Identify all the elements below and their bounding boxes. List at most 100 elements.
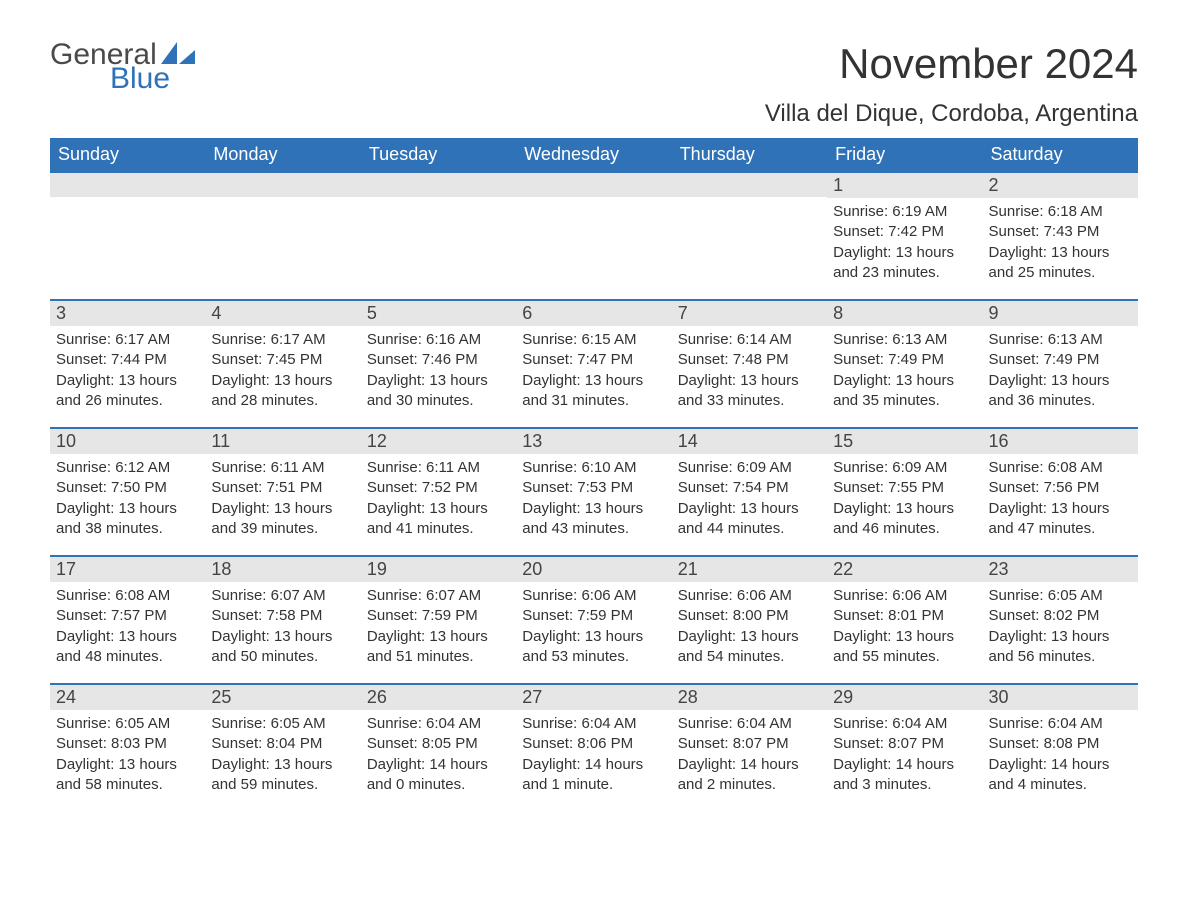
sunrise-text: Sunrise: 6:07 AM: [211, 586, 354, 606]
calendar-day: 21Sunrise: 6:06 AMSunset: 8:00 PMDayligh…: [672, 556, 827, 684]
calendar-day: 24Sunrise: 6:05 AMSunset: 8:03 PMDayligh…: [50, 684, 205, 812]
sunset-text: Sunset: 8:07 PM: [833, 734, 976, 754]
daylight-text: Daylight: 13 hours and 51 minutes.: [367, 627, 510, 668]
day-details: Sunrise: 6:04 AMSunset: 8:07 PMDaylight:…: [827, 710, 982, 803]
daylight-text: Daylight: 13 hours and 47 minutes.: [989, 499, 1132, 540]
daylight-text: Daylight: 13 hours and 59 minutes.: [211, 755, 354, 796]
daylight-text: Daylight: 14 hours and 1 minute.: [522, 755, 665, 796]
sunset-text: Sunset: 7:55 PM: [833, 478, 976, 498]
sunrise-text: Sunrise: 6:06 AM: [678, 586, 821, 606]
day-number: 9: [983, 301, 1138, 326]
daylight-text: Daylight: 13 hours and 23 minutes.: [833, 243, 976, 284]
location-subtitle: Villa del Dique, Cordoba, Argentina: [50, 100, 1138, 128]
day-number: 5: [361, 301, 516, 326]
calendar-header-row: Sunday Monday Tuesday Wednesday Thursday…: [50, 138, 1138, 172]
sunrise-text: Sunrise: 6:16 AM: [367, 330, 510, 350]
daylight-text: Daylight: 13 hours and 50 minutes.: [211, 627, 354, 668]
day-number: 29: [827, 685, 982, 710]
sunset-text: Sunset: 7:48 PM: [678, 350, 821, 370]
day-details: Sunrise: 6:16 AMSunset: 7:46 PMDaylight:…: [361, 326, 516, 419]
empty-day-bar: [205, 173, 360, 197]
daylight-text: Daylight: 13 hours and 31 minutes.: [522, 371, 665, 412]
day-number: 22: [827, 557, 982, 582]
sunset-text: Sunset: 8:01 PM: [833, 606, 976, 626]
day-details: Sunrise: 6:05 AMSunset: 8:02 PMDaylight:…: [983, 582, 1138, 675]
dayheader-tuesday: Tuesday: [361, 138, 516, 172]
sunrise-text: Sunrise: 6:13 AM: [989, 330, 1132, 350]
sunrise-text: Sunrise: 6:04 AM: [367, 714, 510, 734]
dayheader-thursday: Thursday: [672, 138, 827, 172]
calendar-day: 25Sunrise: 6:05 AMSunset: 8:04 PMDayligh…: [205, 684, 360, 812]
dayheader-saturday: Saturday: [983, 138, 1138, 172]
sunrise-text: Sunrise: 6:18 AM: [989, 202, 1132, 222]
dayheader-sunday: Sunday: [50, 138, 205, 172]
sunset-text: Sunset: 7:45 PM: [211, 350, 354, 370]
day-number: 20: [516, 557, 671, 582]
sunset-text: Sunset: 8:07 PM: [678, 734, 821, 754]
empty-day-bar: [672, 173, 827, 197]
calendar-day: 17Sunrise: 6:08 AMSunset: 7:57 PMDayligh…: [50, 556, 205, 684]
day-number: 10: [50, 429, 205, 454]
day-number: 27: [516, 685, 671, 710]
day-details: Sunrise: 6:18 AMSunset: 7:43 PMDaylight:…: [983, 198, 1138, 291]
calendar-day: 1Sunrise: 6:19 AMSunset: 7:42 PMDaylight…: [827, 172, 982, 300]
sunrise-text: Sunrise: 6:05 AM: [211, 714, 354, 734]
calendar-day: 9 Sunrise: 6:13 AMSunset: 7:49 PMDaylight…: [983, 300, 1138, 428]
sunset-text: Sunset: 7:49 PM: [989, 350, 1132, 370]
day-details: Sunrise: 6:05 AMSunset: 8:04 PMDaylight:…: [205, 710, 360, 803]
day-details: Sunrise: 6:10 AMSunset: 7:53 PMDaylight:…: [516, 454, 671, 547]
calendar-day: 23Sunrise: 6:05 AMSunset: 8:02 PMDayligh…: [983, 556, 1138, 684]
day-details: Sunrise: 6:07 AMSunset: 7:58 PMDaylight:…: [205, 582, 360, 675]
sunset-text: Sunset: 8:06 PM: [522, 734, 665, 754]
calendar-day: 22Sunrise: 6:06 AMSunset: 8:01 PMDayligh…: [827, 556, 982, 684]
sunrise-text: Sunrise: 6:04 AM: [678, 714, 821, 734]
day-number: 6: [516, 301, 671, 326]
calendar-day: 15Sunrise: 6:09 AMSunset: 7:55 PMDayligh…: [827, 428, 982, 556]
day-number: 21: [672, 557, 827, 582]
daylight-text: Daylight: 14 hours and 4 minutes.: [989, 755, 1132, 796]
calendar-day: 29Sunrise: 6:04 AMSunset: 8:07 PMDayligh…: [827, 684, 982, 812]
sunrise-text: Sunrise: 6:07 AM: [367, 586, 510, 606]
daylight-text: Daylight: 14 hours and 2 minutes.: [678, 755, 821, 796]
sunrise-text: Sunrise: 6:09 AM: [833, 458, 976, 478]
logo-word-blue: Blue: [110, 64, 195, 94]
day-number: 26: [361, 685, 516, 710]
sunrise-text: Sunrise: 6:17 AM: [211, 330, 354, 350]
sunrise-text: Sunrise: 6:06 AM: [833, 586, 976, 606]
day-details: Sunrise: 6:09 AMSunset: 7:55 PMDaylight:…: [827, 454, 982, 547]
day-number: 30: [983, 685, 1138, 710]
day-details: Sunrise: 6:17 AMSunset: 7:45 PMDaylight:…: [205, 326, 360, 419]
calendar-day: 13Sunrise: 6:10 AMSunset: 7:53 PMDayligh…: [516, 428, 671, 556]
daylight-text: Daylight: 13 hours and 41 minutes.: [367, 499, 510, 540]
day-number: 24: [50, 685, 205, 710]
day-number: 16: [983, 429, 1138, 454]
sunrise-text: Sunrise: 6:14 AM: [678, 330, 821, 350]
day-number: 23: [983, 557, 1138, 582]
day-number: 14: [672, 429, 827, 454]
sunset-text: Sunset: 7:43 PM: [989, 222, 1132, 242]
sunset-text: Sunset: 8:02 PM: [989, 606, 1132, 626]
daylight-text: Daylight: 13 hours and 26 minutes.: [56, 371, 199, 412]
day-number: 17: [50, 557, 205, 582]
calendar-day: 11Sunrise: 6:11 AMSunset: 7:51 PMDayligh…: [205, 428, 360, 556]
sunrise-text: Sunrise: 6:10 AM: [522, 458, 665, 478]
sunset-text: Sunset: 7:59 PM: [522, 606, 665, 626]
sunrise-text: Sunrise: 6:05 AM: [989, 586, 1132, 606]
day-number: 25: [205, 685, 360, 710]
day-number: 11: [205, 429, 360, 454]
dayheader-friday: Friday: [827, 138, 982, 172]
title-block: November 2024: [839, 40, 1138, 88]
day-details: Sunrise: 6:17 AMSunset: 7:44 PMDaylight:…: [50, 326, 205, 419]
sunset-text: Sunset: 8:03 PM: [56, 734, 199, 754]
day-details: Sunrise: 6:06 AMSunset: 7:59 PMDaylight:…: [516, 582, 671, 675]
day-number: 7: [672, 301, 827, 326]
day-number: 2: [983, 173, 1138, 198]
calendar-week: 17Sunrise: 6:08 AMSunset: 7:57 PMDayligh…: [50, 556, 1138, 684]
calendar-day: 6Sunrise: 6:15 AMSunset: 7:47 PMDaylight…: [516, 300, 671, 428]
day-details: Sunrise: 6:19 AMSunset: 7:42 PMDaylight:…: [827, 198, 982, 291]
daylight-text: Daylight: 13 hours and 36 minutes.: [989, 371, 1132, 412]
day-details: Sunrise: 6:06 AMSunset: 8:00 PMDaylight:…: [672, 582, 827, 675]
day-details: Sunrise: 6:04 AMSunset: 8:08 PMDaylight:…: [983, 710, 1138, 803]
day-details: Sunrise: 6:12 AMSunset: 7:50 PMDaylight:…: [50, 454, 205, 547]
empty-day-bar: [361, 173, 516, 197]
